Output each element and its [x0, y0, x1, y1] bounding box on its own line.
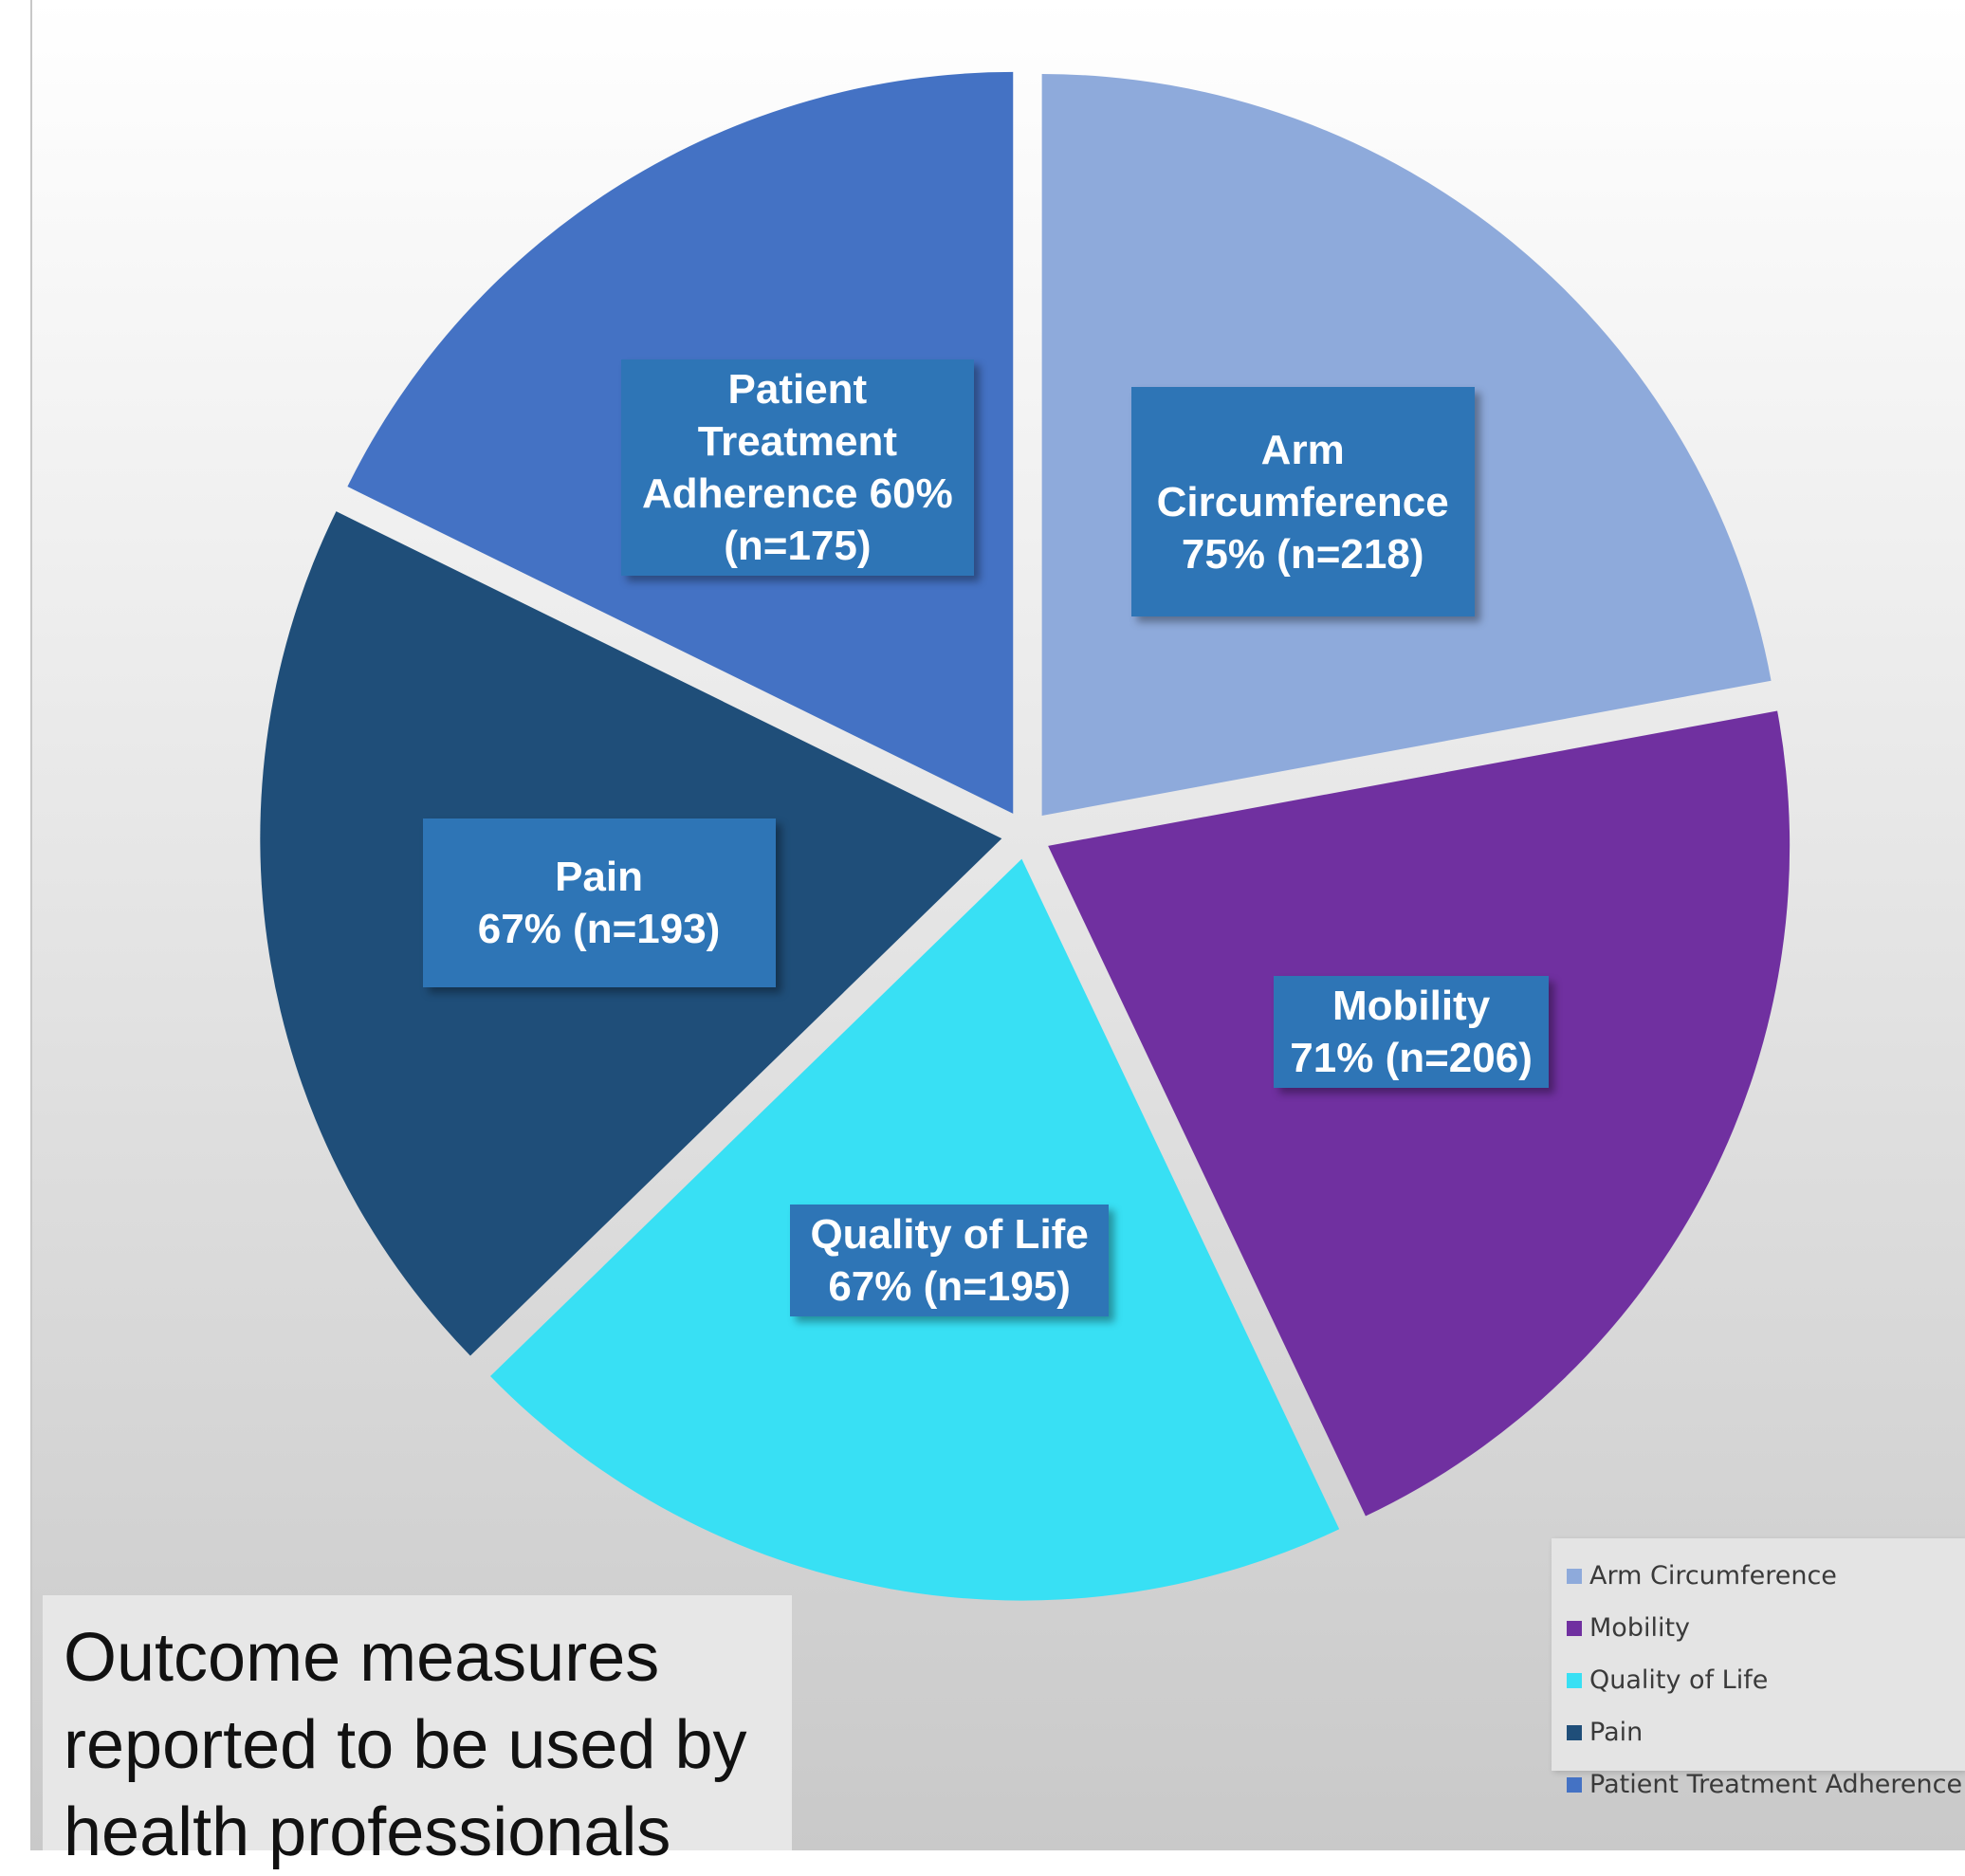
data-label-line: 75% (n=218) — [1181, 530, 1424, 578]
data-label-patient-treatment-adherence: Patient Treatment Adherence 60% (n=175) — [620, 359, 974, 576]
chart-legend: Arm Circumference Mobility Quality of Life… — [1552, 1538, 1965, 1799]
legend-item-quality-of-life: Quality of Life — [1552, 1654, 1965, 1706]
legend-label: Arm Circumference — [1589, 1561, 1837, 1591]
data-label-line: Arm — [1260, 426, 1345, 473]
data-label-line: 67% (n=193) — [477, 905, 721, 952]
data-label-line: Mobility — [1331, 982, 1491, 1029]
data-label-line: (n=175) — [724, 522, 872, 569]
legend-swatch — [1567, 1568, 1582, 1584]
legend-label: Quality of Life — [1589, 1665, 1769, 1695]
legend-label: Mobility — [1589, 1613, 1691, 1643]
legend-label: Pain — [1589, 1718, 1644, 1747]
data-label-line: 67% (n=195) — [828, 1262, 1071, 1310]
left-divider — [30, 0, 32, 1850]
legend-swatch — [1567, 1776, 1582, 1793]
legend-item-mobility: Mobility — [1552, 1602, 1965, 1654]
data-label-pain: Pain 67% (n=193) — [422, 818, 776, 987]
legend-swatch — [1567, 1620, 1582, 1636]
legend-swatch — [1567, 1724, 1582, 1740]
caption-line: Outcome measures — [64, 1620, 660, 1696]
legend-item-pain: Pain — [1552, 1706, 1965, 1758]
data-label-line: Pain — [555, 853, 643, 900]
data-label-line: 71% (n=206) — [1290, 1034, 1533, 1081]
legend-label: Patient Treatment Adherence — [1589, 1770, 1963, 1799]
data-label-quality-of-life: Quality of Life 67% (n=195) — [790, 1204, 1110, 1316]
data-label-arm-circumference: Arm Circumference 75% (n=218) — [1130, 387, 1475, 617]
data-label-line: Adherence 60% — [642, 469, 953, 517]
data-label-line: Circumference — [1156, 478, 1449, 525]
legend-item-patient-treatment-adherence: Patient Treatment Adherence — [1552, 1758, 1965, 1811]
chart-caption: Outcome measures reported to be used by … — [43, 1595, 792, 1870]
data-label-line: Treatment — [697, 417, 898, 465]
data-label-line: Patient — [727, 365, 868, 413]
caption-line: reported to be used by — [64, 1707, 747, 1783]
legend-item-arm-circumference: Arm Circumference — [1552, 1550, 1965, 1602]
data-label-line: Quality of Life — [810, 1210, 1089, 1258]
data-label-mobility: Mobility 71% (n=206) — [1274, 975, 1550, 1088]
caption-line: health professionals — [64, 1794, 671, 1870]
pie-slice-mobility — [1048, 710, 1791, 1517]
legend-swatch — [1567, 1672, 1582, 1688]
